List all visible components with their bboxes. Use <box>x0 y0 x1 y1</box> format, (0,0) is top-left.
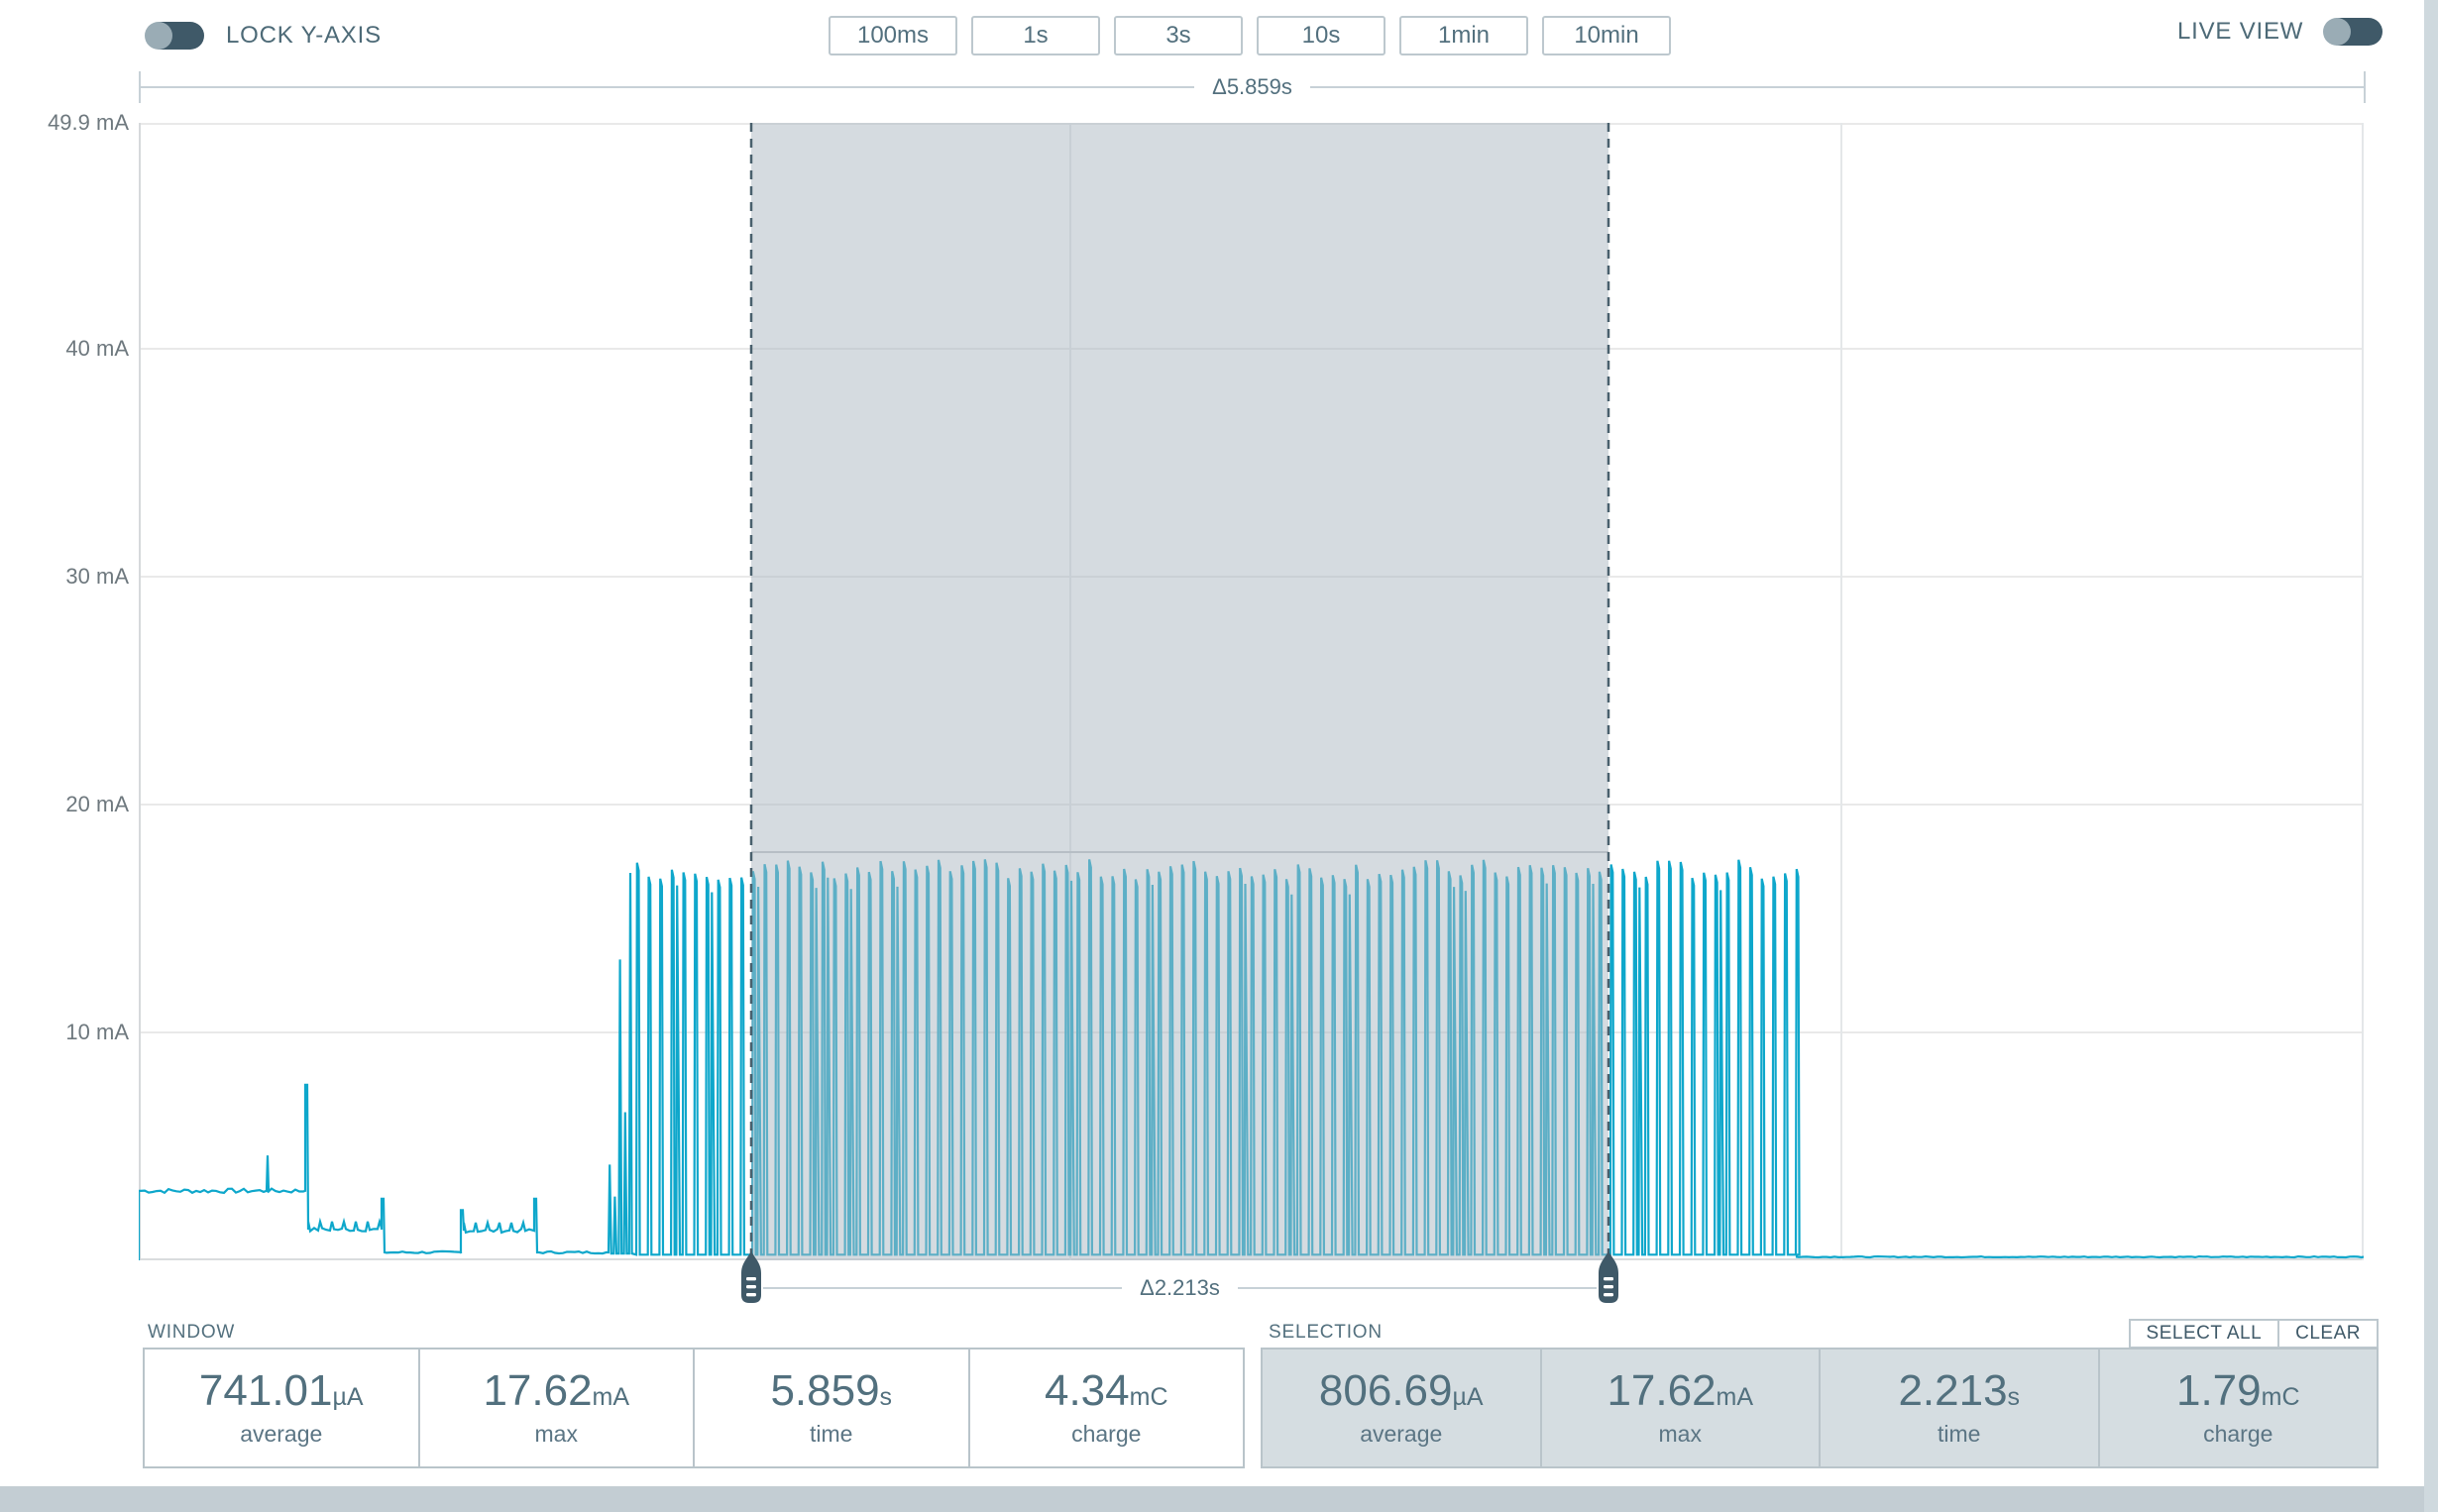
stat-label: average <box>240 1420 323 1447</box>
stat-value: 17.62 <box>1607 1365 1717 1415</box>
toggle-knob <box>2323 18 2352 46</box>
window-button-100ms[interactable]: 100ms <box>829 16 957 55</box>
handle-body <box>1599 1249 1618 1303</box>
time-window-button-group: 100ms 1s 3s 10s 1min 10min <box>829 16 1671 55</box>
lock-y-axis-label: LOCK Y-AXIS <box>226 22 382 49</box>
handle-grip-line <box>1604 1285 1613 1289</box>
stat-unit: mC <box>1129 1382 1168 1411</box>
window-button-10s[interactable]: 10s <box>1257 16 1385 55</box>
stat-unit: µA <box>332 1382 364 1411</box>
stat-value: 5.859 <box>770 1365 880 1415</box>
current-chart-area[interactable] <box>137 123 2365 1260</box>
window-button-10min[interactable]: 10min <box>1542 16 1671 55</box>
stat-unit: µA <box>1452 1382 1484 1411</box>
vertical-scrollbar[interactable] <box>2424 0 2438 1512</box>
stat-label: max <box>1658 1420 1702 1447</box>
window-stat-time: 5.859s time <box>693 1350 968 1466</box>
ruler-line <box>763 1287 1123 1289</box>
live-view-control: LIVE VIEW <box>2177 18 2383 46</box>
stat-value: 1.79 <box>2175 1365 2262 1415</box>
bottom-window-strip <box>0 1486 2438 1512</box>
y-axis-tick-40: 40 mA <box>65 336 129 361</box>
stat-unit: s <box>879 1382 893 1411</box>
selection-delta-label: Δ2.213s <box>1140 1275 1220 1300</box>
current-chart-svg[interactable] <box>137 123 2365 1260</box>
handle-grip-line <box>746 1277 756 1281</box>
stat-unit: mA <box>592 1382 630 1411</box>
window-section-label: WINDOW <box>148 1322 236 1343</box>
ruler-line <box>1309 86 2364 88</box>
lock-y-axis-control: LOCK Y-AXIS <box>145 22 382 50</box>
stat-value: 741.01 <box>198 1365 333 1415</box>
selection-stat-time: 2.213s time <box>1819 1350 2098 1466</box>
handle-grip-line <box>1604 1293 1613 1297</box>
select-all-button[interactable]: SELECT ALL <box>2128 1319 2280 1349</box>
selection-delta-ruler: Δ2.213s <box>763 1275 1597 1300</box>
window-delta-label: Δ5.859s <box>1212 74 1292 99</box>
handle-grip-line <box>746 1293 756 1297</box>
window-button-1min[interactable]: 1min <box>1399 16 1528 55</box>
stat-label: max <box>534 1420 578 1447</box>
stat-value: 806.69 <box>1318 1365 1453 1415</box>
handle-grip-line <box>1604 1277 1613 1281</box>
window-button-1s[interactable]: 1s <box>971 16 1100 55</box>
ruler-right-tick <box>2364 71 2366 103</box>
stat-unit: mC <box>2261 1382 2300 1411</box>
selection-handle-icon <box>741 1249 761 1303</box>
stat-value: 4.34 <box>1044 1365 1130 1415</box>
live-view-label: LIVE VIEW <box>2177 18 2304 45</box>
selection-stats-panel: 806.69µA average 17.62mA max 2.213s time… <box>1261 1348 2379 1468</box>
selection-stat-max: 17.62mA max <box>1539 1350 1819 1466</box>
window-stats-panel: 741.01µA average 17.62mA max 5.859s time… <box>143 1348 1245 1468</box>
selection-section-label: SELECTION <box>1269 1322 1383 1343</box>
selection-stat-charge: 1.79mC charge <box>2097 1350 2377 1466</box>
selection-actions: SELECT ALL CLEAR <box>2128 1319 2379 1349</box>
stat-unit: s <box>2007 1382 2021 1411</box>
y-axis-tick-10: 10 mA <box>65 1020 129 1044</box>
handle-body <box>741 1249 761 1303</box>
stat-value: 17.62 <box>483 1365 593 1415</box>
stat-label: time <box>1938 1420 1981 1447</box>
lock-y-axis-toggle[interactable] <box>145 22 204 50</box>
selection-region-overlay[interactable] <box>751 123 1608 1260</box>
live-view-toggle[interactable] <box>2323 18 2383 46</box>
selection-handle-icon <box>1599 1249 1618 1303</box>
selection-handle-left[interactable] <box>738 1248 764 1306</box>
toggle-knob <box>145 22 172 50</box>
y-axis-tick-49-9: 49.9 mA <box>48 110 129 135</box>
window-button-3s[interactable]: 3s <box>1114 16 1243 55</box>
selection-handle-right[interactable] <box>1596 1248 1621 1306</box>
ruler-left-tick <box>139 71 141 103</box>
window-delta-ruler: Δ5.859s <box>139 71 2366 103</box>
stat-unit: mA <box>1716 1382 1754 1411</box>
window-stat-charge: 4.34mC charge <box>967 1350 1244 1466</box>
y-axis-tick-30: 30 mA <box>65 564 129 589</box>
window-stat-average: 741.01µA average <box>145 1350 418 1466</box>
y-axis-tick-20: 20 mA <box>65 792 129 816</box>
clear-button[interactable]: CLEAR <box>2277 1319 2379 1349</box>
stat-label: time <box>810 1420 853 1447</box>
selection-stat-average: 806.69µA average <box>1263 1350 1540 1466</box>
handle-grip-line <box>746 1285 756 1289</box>
stat-label: charge <box>2203 1420 2273 1447</box>
stat-label: average <box>1360 1420 1443 1447</box>
ruler-line <box>1237 1287 1597 1289</box>
ruler-line <box>141 86 1195 88</box>
stat-label: charge <box>1071 1420 1142 1447</box>
stat-value: 2.213 <box>1898 1365 2008 1415</box>
window-stat-max: 17.62mA max <box>417 1350 694 1466</box>
